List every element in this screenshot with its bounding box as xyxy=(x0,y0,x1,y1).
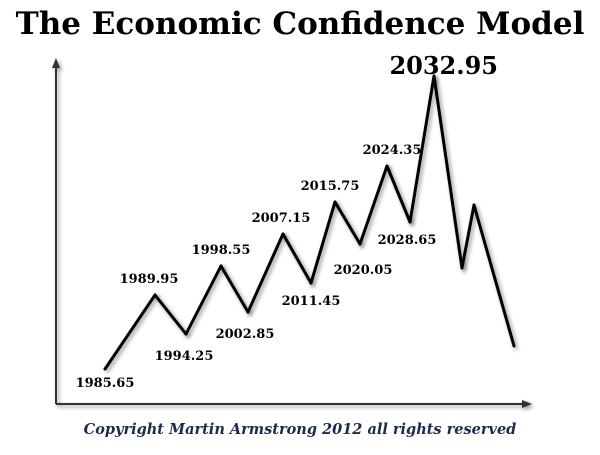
turning-point-label-9: 2020.05 xyxy=(334,263,393,278)
wave-segment-2 xyxy=(153,293,188,336)
turning-point-label-1: 1985.65 xyxy=(76,376,135,391)
wave-segment-4 xyxy=(219,264,250,314)
turning-point-label-12: 2032.95 xyxy=(389,51,498,80)
turning-point-label-10: 2024.35 xyxy=(363,143,422,158)
copyright-notice: Copyright Martin Armstrong 2012 all righ… xyxy=(83,421,517,438)
turning-point-label-4: 1998.55 xyxy=(192,243,251,258)
wave-segment-3 xyxy=(184,264,223,336)
wave-segment-1 xyxy=(103,293,157,371)
series-layer xyxy=(103,74,516,371)
decline-segment-3 xyxy=(472,203,516,348)
wave-segment-5 xyxy=(246,232,285,314)
label-layer: 1985.65 1989.95 1994.25 1998.55 2002.85 2007.… xyxy=(76,51,498,391)
chart-title: The Economic Confidence Model xyxy=(15,6,585,42)
wave-segment-6 xyxy=(281,232,313,285)
decline-segment-2 xyxy=(460,203,476,270)
wave-segment-9 xyxy=(358,164,389,246)
turning-point-label-11: 2028.65 xyxy=(378,233,437,248)
turning-point-label-3: 1994.25 xyxy=(155,349,214,364)
turning-point-label-6: 2007.15 xyxy=(252,211,311,226)
wave-segment-11 xyxy=(408,74,436,224)
axes xyxy=(52,58,532,408)
wave-segment-10 xyxy=(385,164,412,224)
y-axis-arrow xyxy=(52,58,60,68)
turning-point-label-2: 1989.95 xyxy=(120,272,179,287)
decline-segment-1 xyxy=(432,74,464,270)
turning-point-label-8: 2015.75 xyxy=(301,179,360,194)
x-axis-arrow xyxy=(522,400,532,408)
turning-point-label-5: 2002.85 xyxy=(216,327,275,342)
wave-segment-8 xyxy=(333,200,362,246)
wave-segment-7 xyxy=(309,200,337,285)
turning-point-label-7: 2011.45 xyxy=(282,294,341,309)
